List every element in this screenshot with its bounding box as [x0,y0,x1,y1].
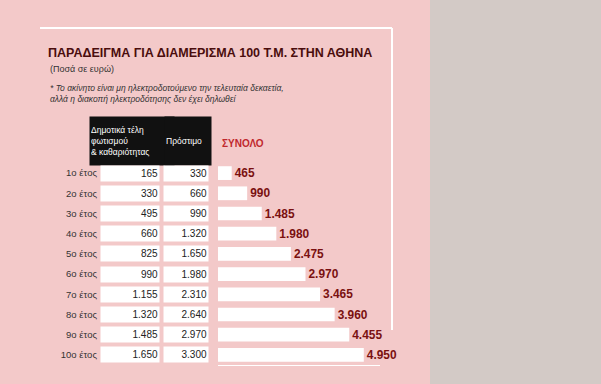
svg-text:330: 330 [190,168,207,179]
svg-text:2.310: 2.310 [182,289,207,300]
svg-text:1.650: 1.650 [182,248,207,259]
svg-text:4.455: 4.455 [352,328,382,342]
svg-text:8ο έτος: 8ο έτος [66,309,97,320]
svg-text:2.640: 2.640 [182,309,207,320]
svg-text:990: 990 [141,269,158,280]
svg-text:Δημοτικά τέληφωτισμού& καθαριό: Δημοτικά τέληφωτισμού& καθαριότητας [91,125,149,157]
svg-text:330: 330 [141,188,158,199]
svg-text:3.300: 3.300 [182,349,207,360]
svg-text:1.485: 1.485 [133,329,158,340]
svg-text:1.650: 1.650 [133,349,158,360]
svg-text:1.320: 1.320 [182,228,207,239]
svg-text:1.980: 1.980 [182,269,207,280]
svg-text:660: 660 [190,188,207,199]
svg-text:1.320: 1.320 [133,309,158,320]
svg-text:4ο έτος: 4ο έτος [66,228,97,239]
svg-text:2.970: 2.970 [182,329,207,340]
svg-text:1ο έτος: 1ο έτος [66,167,97,178]
svg-text:3.960: 3.960 [338,308,368,322]
svg-text:465: 465 [235,166,255,180]
svg-text:7ο έτος: 7ο έτος [66,289,97,300]
svg-text:* Το ακίνητο είναι μη ηλεκτροδ: * Το ακίνητο είναι μη ηλεκτροδοτούμενο τ… [50,83,284,104]
svg-text:6ο έτος: 6ο έτος [66,268,97,279]
svg-text:1.485: 1.485 [265,207,295,221]
svg-text:3.465: 3.465 [323,287,353,301]
svg-text:990: 990 [190,208,207,219]
svg-text:(Ποσά σε ευρώ): (Ποσά σε ευρώ) [50,64,114,74]
svg-text:5ο έτος: 5ο έτος [66,248,97,259]
svg-text:10ο έτος: 10ο έτος [61,349,98,360]
svg-text:165: 165 [141,168,158,179]
svg-text:9ο έτος: 9ο έτος [66,329,97,340]
svg-text:1.980: 1.980 [279,227,309,241]
svg-text:4.950: 4.950 [367,348,397,362]
svg-text:825: 825 [141,248,158,259]
svg-text:ΣΥΝΟΛΟ: ΣΥΝΟΛΟ [222,138,264,149]
svg-text:1.155: 1.155 [133,289,158,300]
svg-text:Πρόστιμο: Πρόστιμο [166,136,202,146]
svg-text:3ο έτος: 3ο έτος [66,208,97,219]
svg-text:495: 495 [141,208,158,219]
svg-text:ΠΑΡΑΔΕΙΓΜΑ ΓΙΑ ΔΙΑΜΕΡΙΣΜΑ 100: ΠΑΡΑΔΕΙΓΜΑ ΓΙΑ ΔΙΑΜΕΡΙΣΜΑ 100 Τ.Μ. ΣΤΗΝ … [48,46,372,60]
svg-text:2.970: 2.970 [309,267,339,281]
svg-text:990: 990 [250,186,270,200]
svg-text:2.475: 2.475 [294,247,324,261]
svg-text:2ο έτος: 2ο έτος [66,188,97,199]
svg-text:660: 660 [141,228,158,239]
